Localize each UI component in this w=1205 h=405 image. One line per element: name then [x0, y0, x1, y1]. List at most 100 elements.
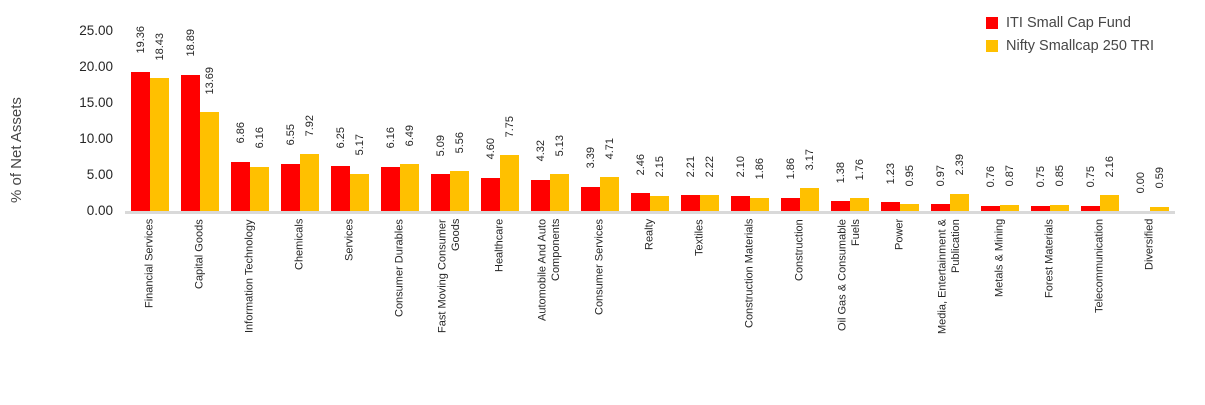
bar-benchmark [150, 78, 169, 211]
bar-benchmark [400, 164, 419, 211]
y-tick-label: 0.00 [86, 203, 113, 218]
bar-fund [181, 75, 200, 211]
bar-benchmark [800, 188, 819, 211]
bar-benchmark [1050, 204, 1069, 211]
y-tick-label: 10.00 [79, 131, 113, 146]
category-column: 0.76 0.87 Metals & Mining [975, 0, 1025, 405]
category-label: Construction Materials [743, 219, 756, 329]
category-column: 3.39 4.71 Consumer Services [575, 0, 625, 405]
category-label: Fast Moving Consumer Goods [436, 219, 463, 333]
value-label: 0.59 [1153, 167, 1166, 189]
bar-fund [1081, 205, 1100, 211]
value-label: 5.09 [434, 134, 447, 157]
value-label: 2.10 [734, 156, 747, 178]
bar-benchmark [1100, 195, 1119, 211]
bar-fund [431, 174, 450, 211]
value-label: 7.92 [303, 114, 316, 136]
legend-item-fund: ITI Small Cap Fund [986, 15, 1154, 31]
value-label: 6.55 [284, 124, 297, 146]
bar-benchmark [1150, 206, 1169, 211]
category-column: 4.60 7.75 Healthcare [475, 0, 525, 405]
bar-fund [981, 205, 1000, 211]
value-label: 2.22 [703, 155, 716, 178]
value-label: 5.56 [453, 131, 466, 153]
value-label: 13.69 [203, 66, 216, 95]
bar-fund [881, 202, 900, 211]
category-column: 5.09 5.56 Fast Moving Consumer Goods [425, 0, 475, 405]
category-label: Realty [643, 219, 656, 251]
y-axis-title: % of Net Assets [8, 97, 25, 203]
bar-benchmark [300, 153, 319, 211]
value-label: 4.32 [534, 140, 547, 162]
bar-fund [931, 204, 950, 211]
bar-fund [631, 193, 650, 211]
bar-benchmark [850, 198, 869, 211]
category-label: Chemicals [293, 219, 306, 271]
category-column: 1.23 0.95 Power [875, 0, 925, 405]
legend: ITI Small Cap Fund Nifty Smallcap 250 TR… [986, 15, 1154, 54]
category-label: Textiles [693, 219, 706, 256]
value-label: 2.15 [653, 156, 666, 178]
value-label: 6.16 [253, 127, 266, 149]
category-label: Metals & Mining [993, 219, 1006, 298]
bar-benchmark [600, 177, 619, 211]
category-label: Automobile And Auto Components [536, 219, 563, 322]
category-label: Services [343, 219, 356, 262]
category-label: Information Technology [243, 219, 256, 333]
category-label: Media, Entertainment & Publication [936, 219, 963, 334]
bar-fund [731, 195, 750, 211]
value-label: 2.21 [684, 155, 697, 178]
value-label: 1.38 [834, 161, 847, 184]
bar-benchmark [500, 155, 519, 211]
category-column: 0.75 0.85 Forest Materials [1025, 0, 1075, 405]
value-label: 3.17 [803, 148, 816, 171]
category-label: Healthcare [493, 219, 506, 273]
value-label: 2.39 [953, 154, 966, 176]
category-column: 19.36 18.43 Financial Services [125, 0, 175, 405]
category-column: 6.25 5.17 Services [325, 0, 375, 405]
value-label: 0.75 [1084, 166, 1097, 188]
category-label: Capital Goods [193, 219, 206, 289]
value-label: 0.00 [1134, 171, 1147, 193]
y-tick-label: 20.00 [79, 59, 113, 74]
bar-fund [281, 163, 300, 211]
bar-benchmark [450, 170, 469, 211]
value-label: 0.75 [1034, 166, 1047, 188]
category-label: Forest Materials [1043, 219, 1056, 298]
value-label: 6.49 [403, 124, 416, 147]
category-column: 0.00 0.59 Diversified [1125, 0, 1175, 405]
bar-fund [331, 166, 350, 211]
bar-fund [781, 197, 800, 211]
legend-item-benchmark: Nifty Smallcap 250 TRI [986, 38, 1154, 54]
bar-fund [581, 186, 600, 211]
bar-benchmark [700, 195, 719, 211]
value-label: 2.46 [634, 153, 647, 176]
bar-fund [481, 177, 500, 211]
category-column: 1.86 3.17 Construction [775, 0, 825, 405]
category-column: 1.38 1.76 Oil Gas & Consumable Fuels [825, 0, 875, 405]
category-column: 18.89 13.69 Capital Goods [175, 0, 225, 405]
value-label: 19.36 [134, 26, 147, 54]
legend-swatch-red [986, 17, 998, 29]
legend-label-benchmark: Nifty Smallcap 250 TRI [1006, 38, 1155, 54]
bar-benchmark [950, 193, 969, 211]
bar-benchmark [750, 197, 769, 211]
category-label: Consumer Services [593, 219, 606, 315]
value-label: 6.86 [234, 122, 247, 144]
value-label: 6.25 [334, 126, 347, 148]
value-label: 0.85 [1053, 165, 1066, 187]
value-label: 1.86 [753, 158, 766, 180]
y-tick-label: 15.00 [79, 95, 113, 110]
value-label: 0.95 [903, 164, 916, 187]
value-label: 4.71 [603, 137, 616, 160]
category-column: 0.97 2.39 Media, Entertainment & Publicati… [925, 0, 975, 405]
bar-fund [681, 195, 700, 211]
legend-label-fund: ITI Small Cap Fund [1006, 15, 1131, 31]
category-column: 2.21 2.22 Textiles [675, 0, 725, 405]
bar-fund [531, 179, 550, 211]
bar-fund [1031, 205, 1050, 211]
bar-fund [381, 166, 400, 211]
value-label: 1.86 [784, 158, 797, 180]
category-label: Telecommunication [1093, 219, 1106, 314]
value-label: 7.75 [503, 115, 516, 138]
